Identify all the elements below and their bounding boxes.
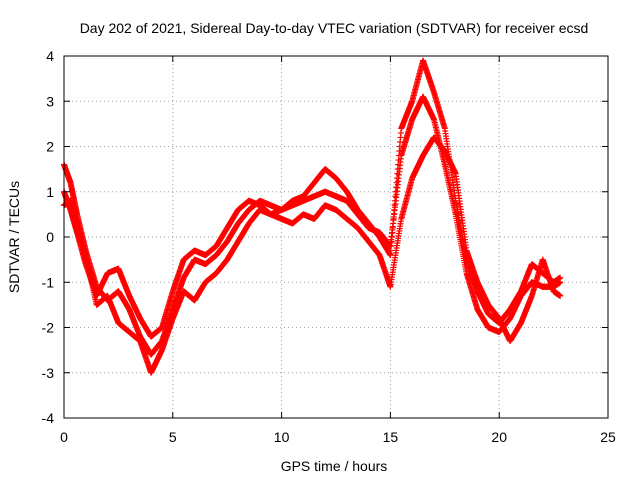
y-tick-label: 3 — [46, 93, 54, 109]
y-tick-label: -3 — [42, 365, 55, 381]
grid — [64, 56, 608, 418]
x-tick-label: 5 — [169, 429, 177, 445]
y-tick-label: 4 — [46, 48, 54, 64]
y-tick-label: -4 — [42, 410, 55, 426]
data-series — [61, 57, 564, 376]
y-tick-label: 0 — [46, 229, 54, 245]
axis-ticks: 0 5 10 15 20 25 -4 -3 -2 -1 0 1 2 3 4 — [42, 48, 616, 445]
y-axis-label: SDTVAR / TECUs — [6, 181, 22, 293]
x-axis-label: GPS time / hours — [281, 458, 388, 474]
data-point — [557, 279, 564, 286]
series-track-c — [61, 134, 564, 376]
x-tick-label: 10 — [274, 429, 290, 445]
y-tick-label: 2 — [46, 139, 54, 155]
x-tick-label: 20 — [491, 429, 507, 445]
series-track-b — [61, 93, 564, 340]
x-tick-label: 15 — [383, 429, 399, 445]
x-tick-label: 25 — [600, 429, 616, 445]
chart-title: Day 202 of 2021, Sidereal Day-to-day VTE… — [80, 20, 589, 36]
data-point — [557, 292, 564, 299]
y-tick-label: 1 — [46, 184, 54, 200]
y-tick-label: -2 — [42, 320, 55, 336]
y-tick-label: -1 — [42, 274, 55, 290]
x-tick-label: 0 — [60, 429, 68, 445]
